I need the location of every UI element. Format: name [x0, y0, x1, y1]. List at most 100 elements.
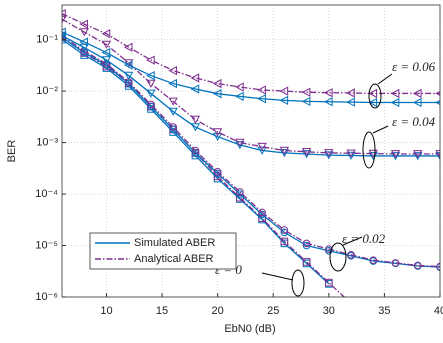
x-tick-label: 35: [378, 305, 390, 317]
marker: [435, 152, 440, 161]
marker: [62, 27, 66, 37]
x-tick-label: 20: [212, 305, 224, 317]
marker: [212, 128, 223, 137]
marker: [101, 56, 112, 65]
marker: [123, 42, 133, 52]
marker: [279, 95, 289, 106]
marker: [79, 37, 89, 47]
marker: [146, 79, 156, 88]
pointer: [372, 125, 389, 134]
marker: [323, 97, 333, 107]
marker: [346, 88, 355, 98]
marker: [324, 151, 334, 160]
marker: [62, 8, 66, 19]
legend: Simulated ABER Analytical ABER: [89, 232, 237, 270]
marker: [369, 256, 378, 264]
marker: [436, 262, 440, 271]
ellipse: [368, 83, 382, 109]
annotation: ε = 0.02: [342, 231, 386, 246]
marker: [348, 300, 355, 307]
marker: [346, 97, 355, 107]
marker: [280, 226, 289, 234]
ellipse: [329, 242, 347, 272]
marker: [302, 241, 311, 250]
marker: [301, 87, 311, 97]
marker: [280, 237, 289, 246]
marker: [146, 89, 156, 98]
marker: [190, 84, 200, 94]
marker: [390, 152, 401, 161]
marker: [325, 245, 333, 253]
marker: [413, 152, 423, 161]
marker: [190, 73, 200, 83]
marker: [212, 89, 222, 99]
marker: [191, 146, 200, 155]
marker: [212, 132, 223, 141]
x-tick-label: 10: [100, 305, 112, 317]
marker: [390, 150, 401, 159]
ellipse: [291, 269, 305, 297]
marker: [368, 152, 378, 161]
marker: [368, 88, 378, 99]
legend-box: [89, 232, 237, 270]
pointer: [261, 272, 294, 281]
marker: [79, 19, 89, 29]
marker: [123, 60, 133, 70]
marker: [390, 97, 400, 108]
marker: [124, 71, 134, 80]
marker: [302, 258, 311, 266]
x-tick-label: 25: [267, 305, 279, 317]
y-tick-label: 10⁻¹: [36, 34, 58, 46]
marker: [79, 28, 89, 37]
annotation: ε = 0.04: [392, 114, 436, 129]
marker: [301, 96, 311, 107]
marker: [391, 259, 400, 267]
marker: [325, 278, 333, 287]
x-axis-title: EbN0 (dB): [224, 323, 275, 335]
plot-frame: [61, 4, 441, 298]
pointer: [377, 73, 393, 85]
marker: [279, 146, 290, 155]
x-tick-label: 15: [156, 305, 168, 317]
marker: [346, 151, 356, 160]
marker: [257, 94, 266, 104]
y-tick-label: 10⁻³: [36, 136, 58, 148]
marker: [390, 88, 400, 99]
marker: [412, 88, 422, 99]
marker: [279, 149, 290, 158]
marker: [413, 261, 422, 270]
marker: [413, 150, 423, 159]
y-tick-label: 10⁻⁴: [35, 188, 58, 200]
marker: [323, 88, 333, 98]
marker: [101, 29, 111, 39]
marker: [258, 208, 266, 217]
x-tick-label: 40: [434, 305, 443, 317]
marker: [168, 78, 177, 89]
marker: [169, 123, 177, 131]
marker: [257, 146, 267, 155]
marker: [235, 91, 244, 101]
marker: [147, 100, 155, 109]
marker: [368, 97, 378, 108]
marker: [257, 85, 266, 95]
marker: [302, 239, 311, 248]
marker: [258, 210, 266, 219]
x-tick-label: 30: [323, 305, 335, 317]
marker: [235, 138, 245, 147]
marker: [257, 142, 267, 152]
marker: [412, 97, 422, 108]
marker: [212, 78, 222, 89]
y-tick-label: 10⁻²: [36, 85, 58, 97]
marker: [213, 168, 222, 176]
y-tick-label: 10⁻⁵: [35, 239, 58, 251]
marker: [279, 86, 289, 96]
marker: [146, 55, 155, 65]
pointer: [342, 236, 363, 246]
marker: [435, 150, 440, 159]
marker: [168, 107, 178, 116]
marker: [190, 115, 201, 124]
marker: [301, 150, 312, 159]
marker: [124, 59, 134, 68]
marker: [301, 148, 312, 157]
